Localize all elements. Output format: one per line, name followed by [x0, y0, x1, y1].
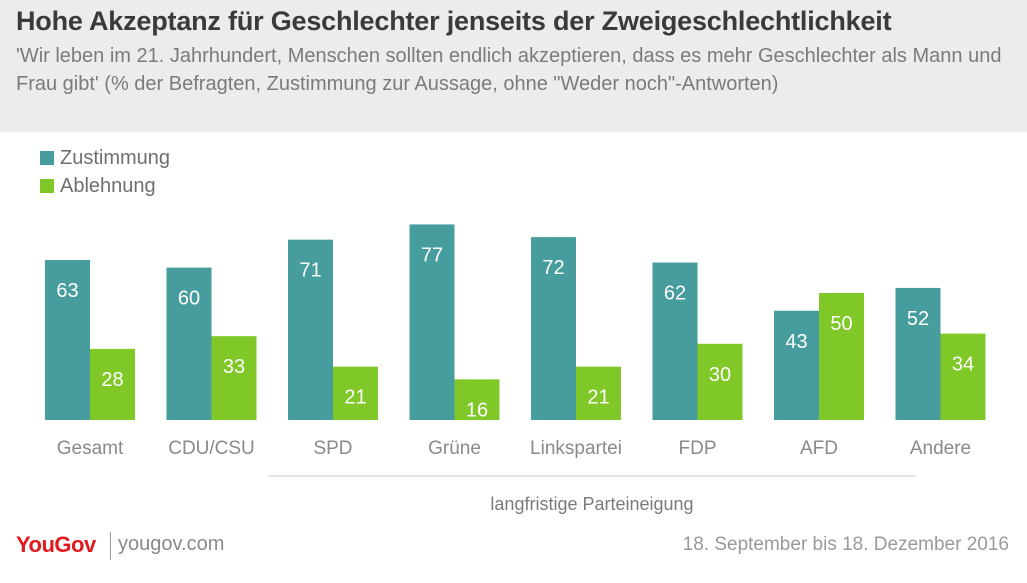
legend-swatch-ablehnung [40, 179, 54, 193]
bar-ablehnung-2 [333, 366, 378, 420]
data-label-ablehnung-6: 50 [830, 313, 852, 335]
data-label-ablehnung-7: 34 [952, 354, 974, 376]
legend-label-zustimmung: Zustimmung [60, 146, 171, 169]
data-label-zustimmung-2: 71 [299, 260, 321, 282]
bar-ablehnung-0 [90, 348, 135, 420]
category-label-4: Linkspartei [530, 438, 622, 459]
bar-ablehnung-6 [819, 293, 864, 420]
bar-ablehnung-1 [211, 336, 257, 420]
data-label-zustimmung-5: 62 [664, 283, 686, 305]
legend-item-ablehnung: Ablehnung [40, 172, 170, 200]
bar-zustimmung-3 [409, 224, 455, 420]
bar-zustimmung-6 [774, 310, 819, 420]
category-label-3: Grüne [428, 438, 481, 459]
data-label-zustimmung-3: 77 [421, 244, 443, 266]
data-label-ablehnung-2: 21 [344, 387, 366, 409]
footer-divider [110, 532, 111, 560]
bar-zustimmung-5 [652, 262, 698, 420]
data-label-zustimmung-4: 72 [542, 257, 564, 279]
category-label-2: SPD [313, 438, 352, 459]
bar-zustimmung-0 [45, 259, 90, 420]
data-label-ablehnung-1: 33 [223, 356, 245, 378]
data-label-ablehnung-0: 28 [101, 369, 123, 391]
chart-title: Hohe Akzeptanz für Geschlechter jenseits… [16, 6, 892, 36]
bar-zustimmung-7 [895, 287, 941, 420]
legend-item-zustimmung: Zustimmung [40, 144, 170, 172]
bar-ablehnung-7 [940, 333, 986, 420]
data-label-zustimmung-1: 60 [178, 288, 200, 310]
bar-ablehnung-4 [576, 366, 621, 420]
bar-ablehnung-5 [697, 343, 743, 420]
data-label-zustimmung-6: 43 [785, 331, 807, 353]
data-label-ablehnung-3: 16 [466, 399, 488, 421]
header: Hohe Akzeptanz für Geschlechter jenseits… [0, 0, 1027, 132]
data-label-zustimmung-7: 52 [907, 308, 929, 330]
data-label-ablehnung-4: 21 [587, 387, 609, 409]
category-label-1: CDU/CSU [168, 438, 255, 459]
data-label-zustimmung-0: 63 [56, 280, 78, 302]
bar-zustimmung-2 [288, 239, 333, 420]
legend: Zustimmung Ablehnung [40, 144, 170, 200]
category-label-7: Andere [910, 438, 971, 459]
yougov-logo: YouGov [16, 532, 96, 557]
footer-url: yougov.com [118, 533, 225, 555]
bar-zustimmung-1 [166, 267, 212, 420]
category-label-6: AFD [800, 438, 838, 459]
legend-swatch-zustimmung [40, 151, 54, 165]
data-label-ablehnung-5: 30 [709, 364, 731, 386]
footer-date: 18. September bis 18. Dezember 2016 [682, 534, 1009, 555]
legend-label-ablehnung: Ablehnung [60, 174, 156, 197]
category-label-0: Gesamt [57, 438, 124, 459]
bar-ablehnung-3 [454, 379, 500, 420]
group-label: langfristige Parteineigung [490, 494, 694, 514]
chart-subtitle: 'Wir leben im 21. Jahrhundert, Menschen … [16, 45, 1002, 95]
category-label-5: FDP [679, 438, 717, 459]
bar-zustimmung-4 [531, 237, 576, 420]
